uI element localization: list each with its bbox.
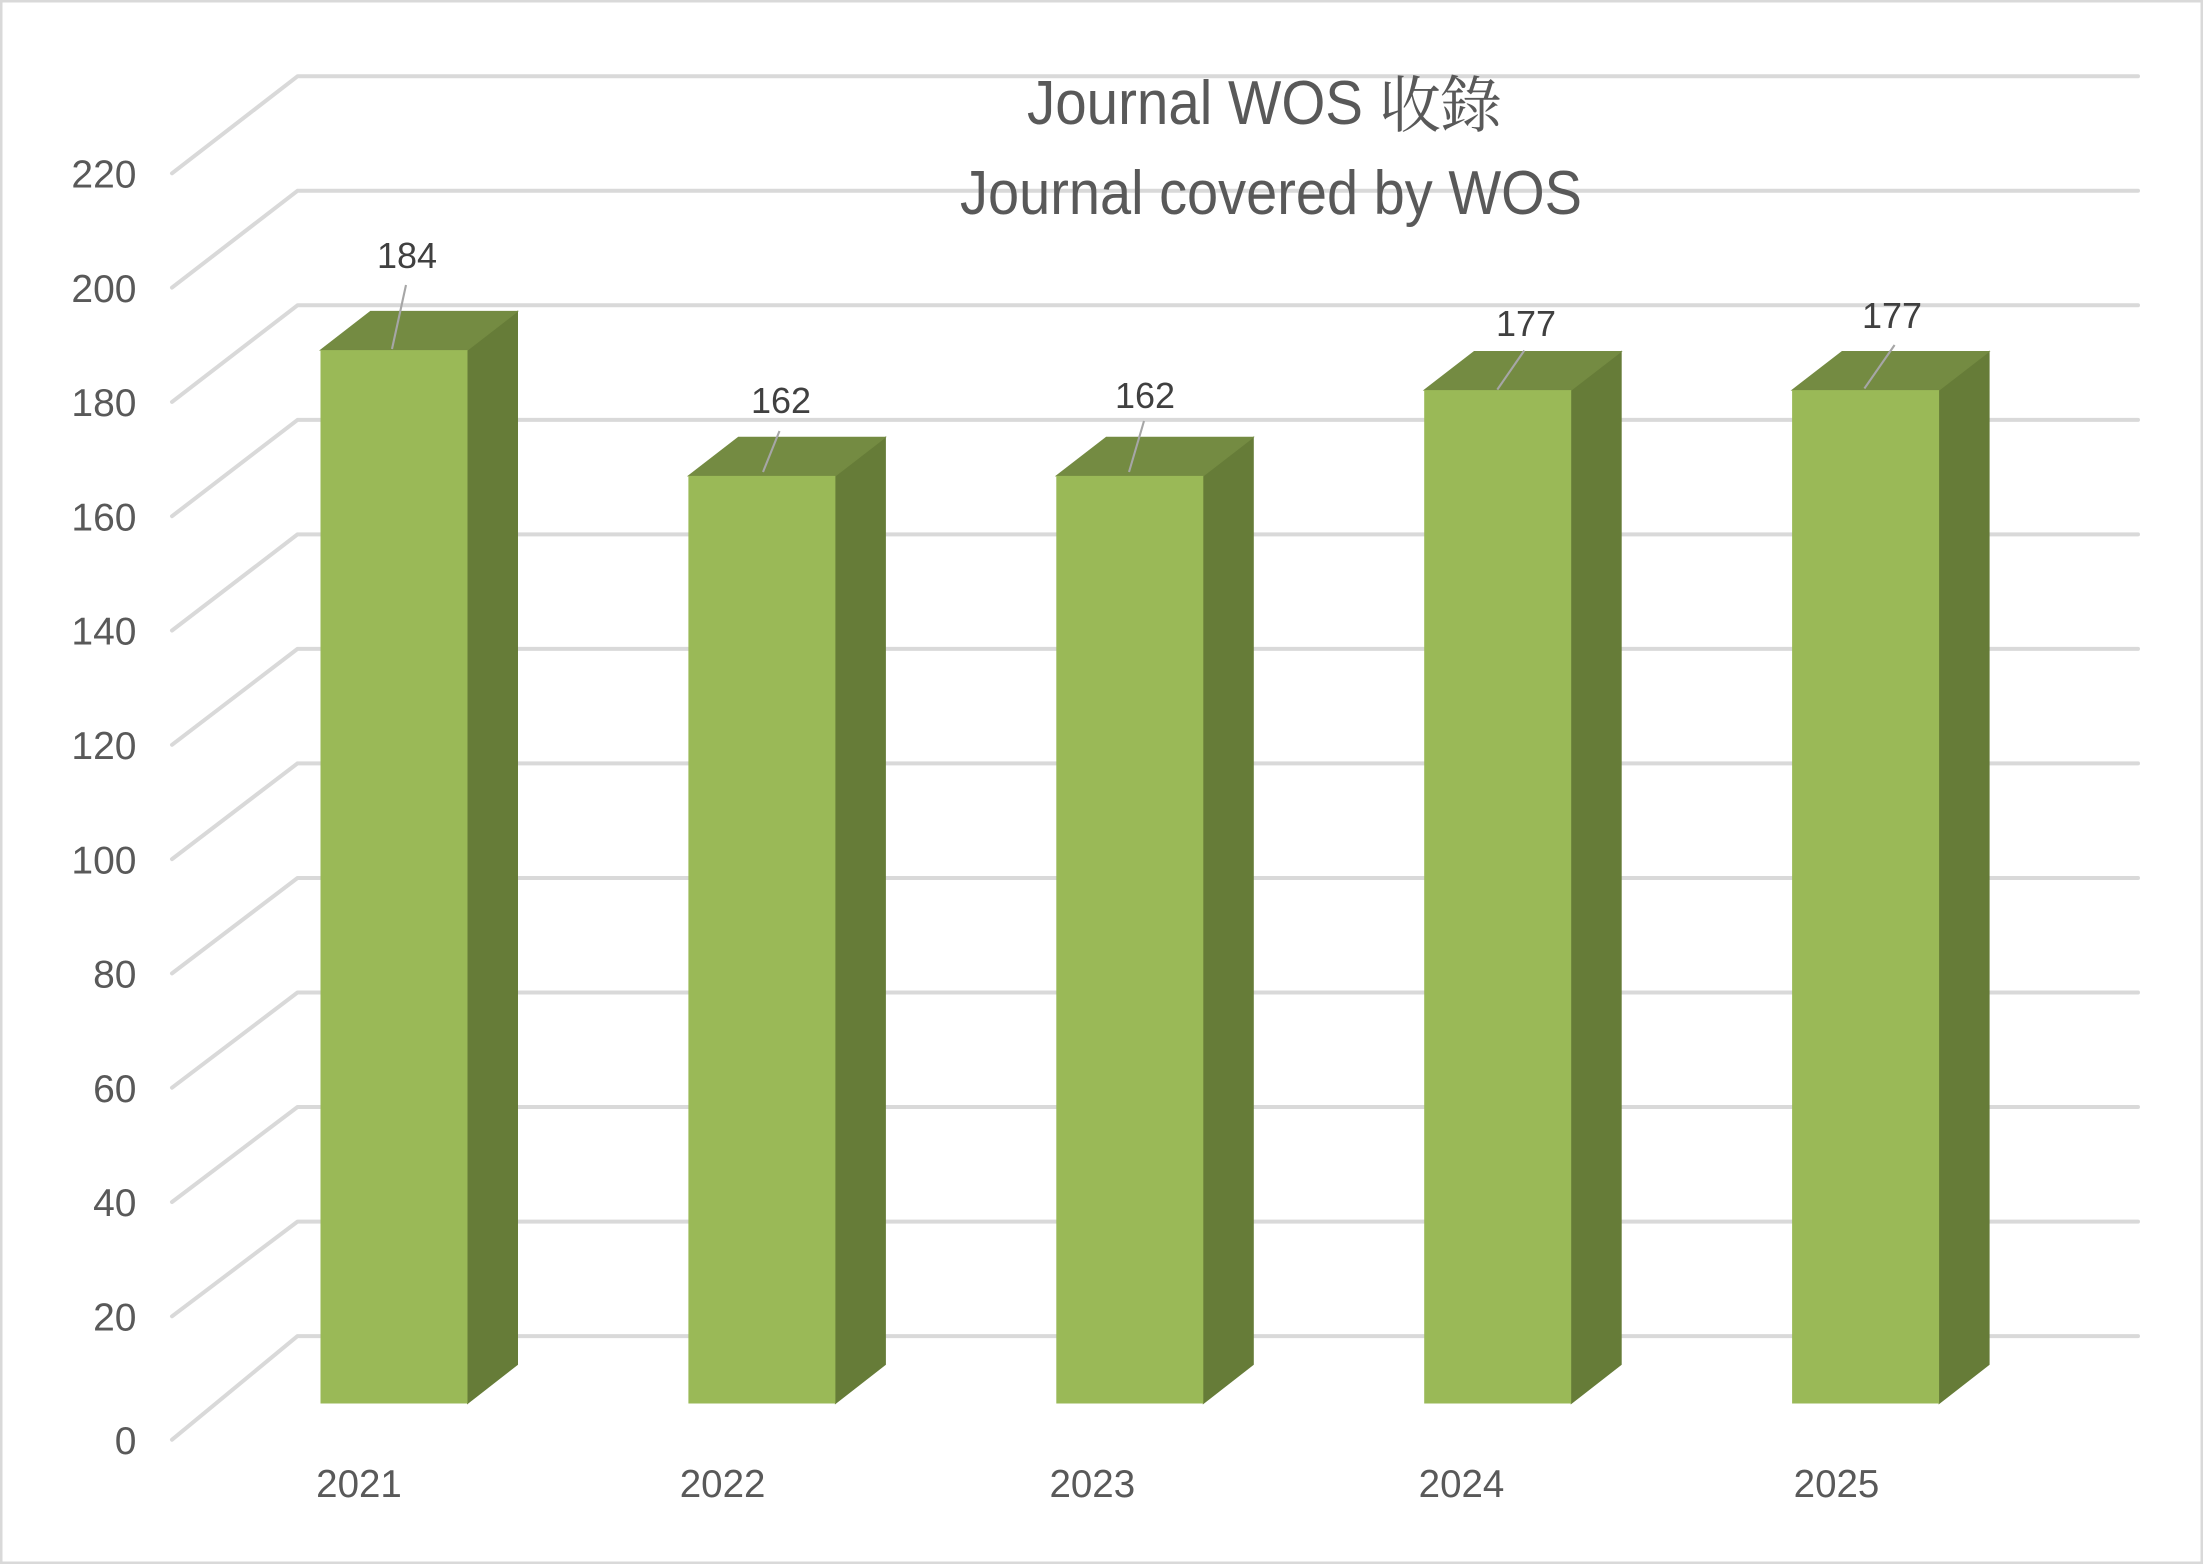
svg-text:100: 100 [71, 839, 136, 882]
svg-text:177: 177 [1862, 295, 1922, 336]
svg-text:200: 200 [71, 268, 136, 311]
svg-text:0: 0 [115, 1420, 137, 1463]
svg-text:180: 180 [71, 382, 136, 425]
svg-text:2025: 2025 [1794, 1463, 1880, 1506]
svg-text:120: 120 [71, 725, 136, 768]
svg-text:2024: 2024 [1419, 1463, 1505, 1506]
svg-text:80: 80 [93, 954, 136, 997]
svg-text:160: 160 [71, 496, 136, 539]
svg-text:2023: 2023 [1049, 1463, 1135, 1506]
svg-text:2021: 2021 [316, 1463, 402, 1506]
svg-text:162: 162 [751, 380, 811, 421]
svg-text:140: 140 [71, 611, 136, 654]
svg-text:Journal covered by WOS: Journal covered by WOS [960, 159, 1582, 228]
svg-text:Journal WOS: Journal WOS [1027, 69, 1363, 138]
svg-text:177: 177 [1496, 303, 1556, 344]
svg-text:60: 60 [93, 1068, 136, 1111]
svg-text:162: 162 [1115, 375, 1175, 416]
svg-text:184: 184 [377, 235, 437, 276]
svg-text:40: 40 [93, 1182, 136, 1225]
svg-text:2022: 2022 [680, 1463, 766, 1506]
svg-text:220: 220 [71, 154, 136, 197]
svg-text:20: 20 [93, 1297, 136, 1340]
